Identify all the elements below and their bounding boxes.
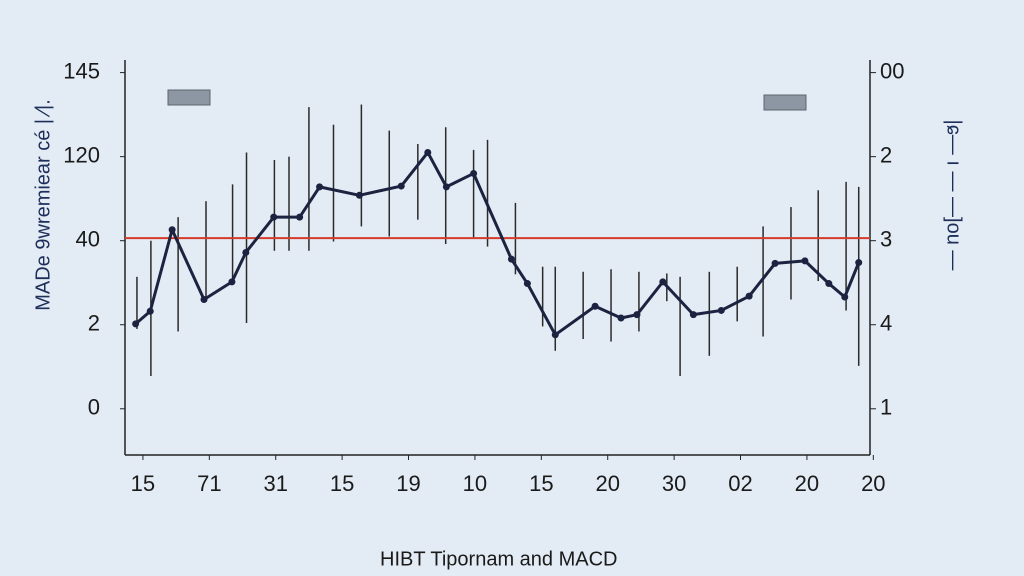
point xyxy=(296,213,304,221)
point xyxy=(771,259,779,267)
y2-axis-label: |ɕ— ı — —]ou — xyxy=(943,120,965,271)
x-tick-label: 19 xyxy=(396,471,420,496)
point xyxy=(228,278,236,286)
legend-box xyxy=(763,94,807,111)
y-tick-label: 2 xyxy=(88,311,100,336)
point xyxy=(200,296,208,304)
x-tick-label: 30 xyxy=(662,471,686,496)
x-tick-label: 20 xyxy=(795,471,819,496)
point xyxy=(424,148,432,156)
x-tick-label: 20 xyxy=(861,471,885,496)
point xyxy=(523,280,531,288)
point xyxy=(242,248,250,256)
point xyxy=(146,307,154,315)
y2-tick-label: 00 xyxy=(880,58,904,83)
x-tick-label: 15 xyxy=(330,471,354,496)
x-tick-label: 02 xyxy=(728,471,752,496)
point xyxy=(270,213,278,221)
x-tick-label: 31 xyxy=(263,471,287,496)
x-tick-label: 10 xyxy=(463,471,487,496)
point xyxy=(132,320,140,328)
point xyxy=(689,311,697,319)
y-axis-label: MADe 9wremiear cé | ⁄|. xyxy=(32,99,54,311)
x-tick-label: 15 xyxy=(529,471,553,496)
point xyxy=(507,255,515,263)
x-tick-label: 20 xyxy=(595,471,619,496)
x-tick-label: 71 xyxy=(197,471,221,496)
legend-box xyxy=(167,89,211,106)
point xyxy=(470,169,478,177)
point xyxy=(825,280,833,288)
y-tick-label: 120 xyxy=(63,142,100,167)
y2-tick-label: 1 xyxy=(880,395,892,420)
point xyxy=(633,311,641,319)
point xyxy=(168,226,176,234)
point xyxy=(397,182,405,190)
point xyxy=(801,257,809,265)
point xyxy=(316,183,324,191)
y-tick-label: 145 xyxy=(63,58,100,83)
point xyxy=(355,191,363,199)
y2-tick-label: 3 xyxy=(880,227,892,252)
x-tick-label: 15 xyxy=(131,471,155,496)
point xyxy=(551,331,559,339)
point xyxy=(591,302,599,310)
point xyxy=(617,314,625,322)
point xyxy=(717,306,725,314)
y2-tick-label: 4 xyxy=(880,311,892,336)
point xyxy=(841,293,849,301)
point xyxy=(659,278,667,286)
point xyxy=(855,259,863,267)
y-tick-label: 0 xyxy=(88,395,100,420)
point xyxy=(745,292,753,300)
chart-title: HIBT Tipornam and MACD xyxy=(380,548,618,570)
point xyxy=(442,183,450,191)
y-tick-label: 40 xyxy=(76,227,100,252)
y2-tick-label: 2 xyxy=(880,142,892,167)
